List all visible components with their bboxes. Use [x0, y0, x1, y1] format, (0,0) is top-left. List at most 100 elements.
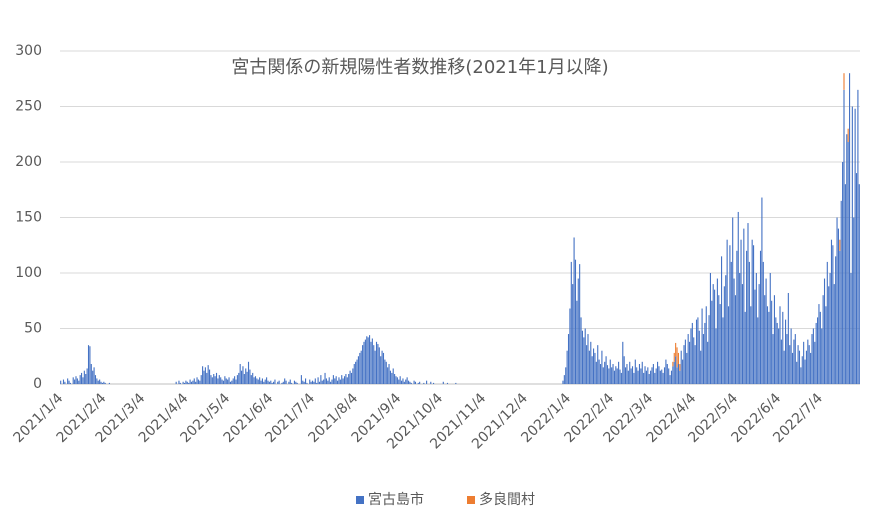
bar: [849, 73, 851, 384]
bar: [705, 306, 707, 384]
bar: [266, 377, 268, 384]
bar: [417, 382, 419, 384]
bar: [339, 379, 341, 384]
bar: [846, 134, 848, 384]
bar: [793, 339, 795, 384]
bar: [737, 211, 739, 384]
bar: [362, 345, 364, 384]
bar: [357, 356, 359, 384]
y-tick-label: 300: [15, 43, 42, 59]
bar: [188, 382, 190, 384]
bar: [808, 345, 810, 384]
bar: [847, 142, 849, 384]
bar: [851, 106, 853, 384]
bar: [581, 330, 583, 384]
bar: [377, 344, 379, 384]
bar: [382, 352, 385, 384]
bar: [591, 356, 593, 384]
y-tick-label: 0: [33, 376, 42, 392]
bar: [403, 381, 405, 384]
bar: [76, 378, 78, 384]
bar: [99, 379, 101, 384]
bar: [310, 381, 312, 384]
bar: [842, 162, 844, 384]
bar: [576, 300, 578, 384]
bar: [68, 380, 70, 384]
bar: [785, 319, 787, 384]
bar: [567, 334, 570, 384]
bar: [371, 338, 373, 384]
bar: [69, 382, 71, 384]
bar: [647, 367, 649, 384]
bar: [604, 361, 606, 384]
bar: [211, 377, 213, 384]
bar: [245, 368, 247, 384]
bar: [815, 322, 817, 384]
bar: [96, 378, 98, 384]
bar: [373, 345, 375, 384]
bar: [253, 377, 255, 384]
bar: [626, 364, 628, 384]
bar: [595, 361, 597, 384]
bar: [789, 345, 791, 384]
bar: [104, 382, 106, 384]
bar: [602, 367, 604, 384]
bar: [446, 382, 449, 384]
bar: [782, 311, 784, 384]
bar: [190, 381, 193, 384]
bar: [811, 334, 813, 384]
bar: [343, 376, 346, 384]
bar: [675, 356, 677, 384]
bar: [334, 378, 336, 384]
bar: [744, 311, 746, 384]
bar: [391, 372, 393, 384]
bar: [89, 346, 91, 384]
bar: [218, 375, 220, 384]
bar: [833, 284, 835, 384]
bar: [331, 379, 333, 384]
bar: [374, 350, 376, 384]
bar: [229, 381, 231, 384]
plot: 0501001502002503002021/1/42021/2/42021/3…: [11, 43, 860, 508]
bar: [345, 374, 347, 384]
bar: [619, 369, 621, 384]
bar: [217, 378, 219, 384]
bar: [701, 308, 703, 384]
bar: [655, 368, 657, 384]
bar: [761, 197, 763, 384]
bar: [236, 375, 238, 384]
bar: [698, 330, 700, 384]
bar: [199, 380, 201, 384]
bar: [224, 376, 226, 384]
bar: [739, 273, 741, 384]
bar: [302, 380, 304, 384]
bar: [355, 361, 357, 384]
bar: [650, 370, 652, 384]
bar: [189, 379, 191, 384]
bar: [791, 352, 794, 384]
bar: [828, 286, 830, 384]
bar: [778, 328, 780, 384]
bar: [254, 376, 257, 384]
bar: [801, 356, 803, 384]
bar: [670, 370, 673, 384]
bar: [238, 372, 240, 384]
bar: [765, 278, 767, 384]
bar: [850, 273, 852, 384]
bar: [82, 377, 84, 384]
bar: [675, 342, 677, 357]
bar: [648, 374, 650, 384]
chart-title: 宮古関係の新規陽性者数推移(2021年1月以降): [231, 57, 608, 78]
bar: [320, 375, 322, 384]
bar: [318, 381, 321, 384]
bar: [232, 378, 234, 384]
bar: [92, 370, 94, 384]
bar: [385, 361, 387, 384]
bar: [395, 376, 397, 384]
bar: [246, 371, 248, 384]
bar: [423, 382, 425, 384]
bar: [725, 275, 727, 384]
bar: [599, 364, 602, 384]
bar: [338, 377, 340, 384]
bar: [668, 368, 670, 384]
